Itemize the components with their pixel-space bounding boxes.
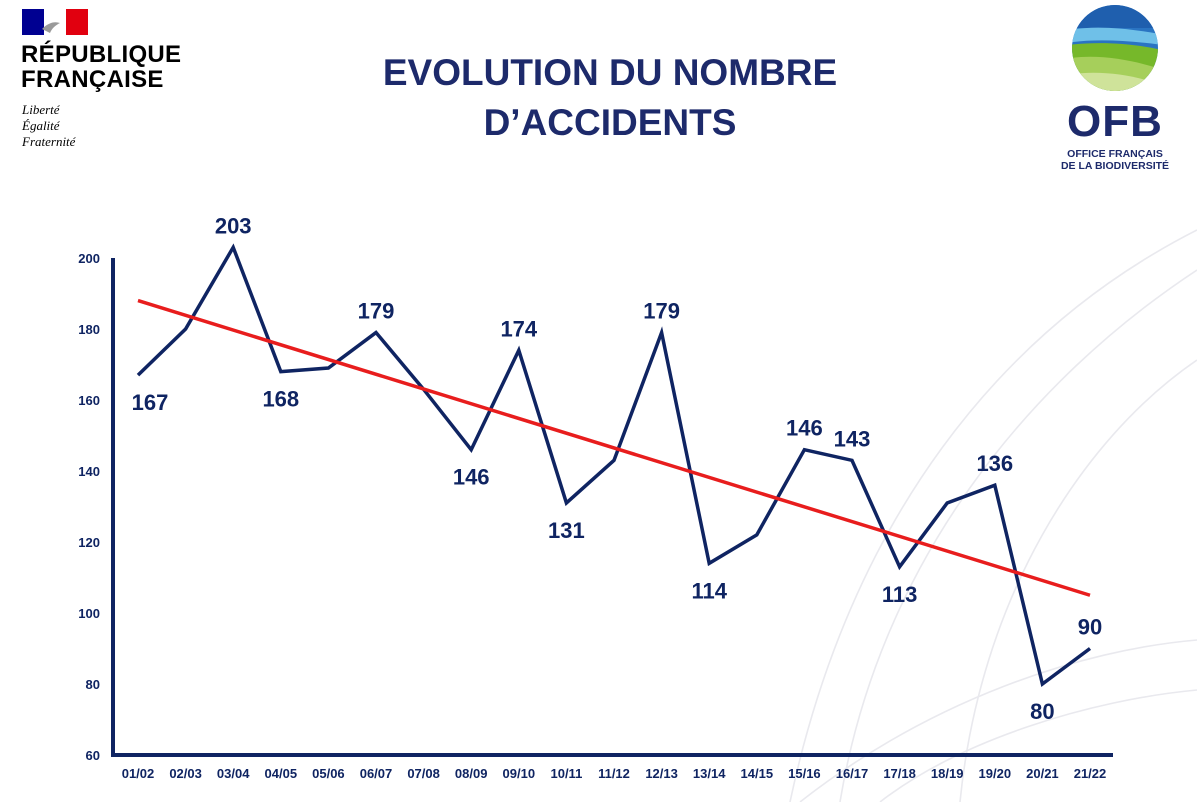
data-label: 168 [262,387,299,412]
y-tick-label: 120 [78,535,100,550]
x-tick-label: 12/13 [645,766,678,781]
page-title: EVOLUTION DU NOMBRE D’ACCIDENTS [300,48,920,148]
x-tick-label: 21/22 [1074,766,1107,781]
ofb-subtitle-line2: DE LA BIODIVERSITÉ [1060,160,1170,172]
data-label: 136 [976,451,1013,476]
trend-line [137,298,1091,597]
data-label: 131 [548,518,585,543]
y-tick-label: 60 [86,748,100,763]
title-line-1: EVOLUTION DU NOMBRE [382,52,838,93]
y-tick-label: 180 [78,322,100,337]
y-tick-label: 80 [86,677,100,692]
x-tick-label: 19/20 [979,766,1012,781]
y-tick-label: 160 [78,393,100,408]
data-label: 114 [691,578,727,603]
rf-name-line1: RÉPUBLIQUE [21,41,182,68]
data-label: 146 [786,416,823,441]
data-label: 146 [453,465,490,490]
x-tick-label: 02/03 [169,766,202,781]
data-label: 113 [882,582,918,607]
data-label: 203 [215,213,252,238]
title-line-2: D’ACCIDENTS [483,102,737,143]
data-label: 90 [1078,615,1102,640]
y-tick-label: 100 [78,606,100,621]
data-label: 80 [1030,699,1054,724]
x-tick-label: 06/07 [360,766,393,781]
data-label: 179 [358,299,395,324]
accidents-series-line [136,243,1092,687]
x-tick-label: 18/19 [931,766,964,781]
x-tick-label: 04/05 [265,766,298,781]
y-tick-label: 200 [78,251,100,266]
y-tick-label: 140 [78,464,100,479]
rf-motto-egalite: Égalité [22,118,60,133]
x-tick-label: 09/10 [503,766,536,781]
data-label: 174 [500,316,537,341]
x-tick-label: 03/04 [217,766,250,781]
x-tick-label: 05/06 [312,766,345,781]
data-label: 167 [132,390,169,415]
data-label: 143 [834,426,871,451]
x-tick-label: 13/14 [693,766,726,781]
x-tick-label: 08/09 [455,766,488,781]
x-tick-label: 16/17 [836,766,869,781]
x-tick-label: 07/08 [407,766,440,781]
ofb-emblem-icon [1072,5,1158,91]
rf-name-line2: FRANÇAISE [21,66,164,93]
x-tick-label: 11/12 [598,766,630,781]
x-tick-label: 01/02 [122,766,155,781]
x-tick-label: 15/16 [788,766,821,781]
x-tick-label: 17/18 [883,766,916,781]
x-tick-label: 20/21 [1026,766,1059,781]
ofb-logo: OFB OFFICE FRANÇAIS DE LA BIODIVERSITÉ [1040,2,1190,174]
x-tick-label: 14/15 [741,766,774,781]
republique-francaise-logo: RÉPUBLIQUE FRANÇAISE Liberté Égalité Fra… [18,5,193,155]
x-tick-label: 10/11 [550,766,582,781]
marianne-flag-icon [22,9,88,35]
rf-motto-liberte: Liberté [22,102,60,117]
background-swirl [789,229,1197,802]
ofb-name: OFB [1067,97,1163,146]
data-label: 179 [643,299,680,324]
rf-motto-fraternite: Fraternité [22,134,76,149]
ofb-subtitle-line1: OFFICE FRANÇAIS [1067,148,1163,160]
